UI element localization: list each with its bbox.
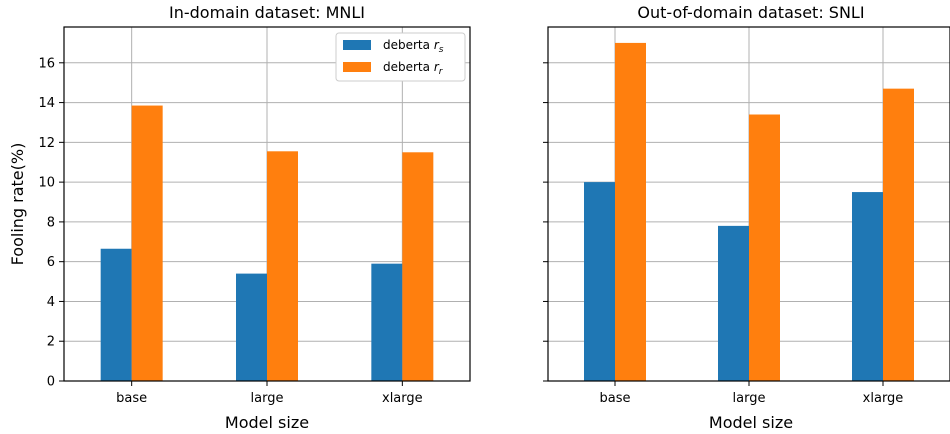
- x-tick-label: large: [733, 391, 766, 406]
- chart-panel-snli: Out-of-domain dataset: SNLI base large xla…: [543, 3, 950, 432]
- chart-panel-mnli: In-domain dataset: MNLI 0 2 4 6 8 10 12 14 16 bas…: [8, 3, 471, 432]
- legend-label-series-1: deberta rr: [383, 60, 444, 77]
- legend-swatch-series-1: [343, 62, 371, 72]
- bar-series-0: [100, 248, 132, 381]
- bar-series-1: [131, 105, 163, 381]
- legend: deberta rs deberta rr: [335, 32, 466, 82]
- bar-series-1: [883, 88, 914, 382]
- x-axis-label: Model size: [225, 413, 309, 432]
- bar-series-0: [852, 192, 883, 381]
- legend-swatch-series-0: [343, 40, 371, 50]
- chart-title: Out-of-domain dataset: SNLI: [637, 3, 864, 22]
- bar-series-1: [267, 151, 298, 381]
- legend-label-series-0: deberta rs: [383, 38, 444, 55]
- bar-series-0: [718, 225, 749, 381]
- bar-series-0: [371, 263, 403, 381]
- y-tick-label: 12: [38, 136, 55, 151]
- chart-title: In-domain dataset: MNLI: [169, 3, 365, 22]
- y-tick-label: 8: [47, 215, 55, 230]
- bar-series-1: [402, 152, 434, 381]
- y-tick-label: 14: [38, 96, 55, 111]
- y-tick-label: 2: [47, 335, 55, 350]
- bar-series-0: [236, 273, 267, 381]
- plot-frame: [547, 26, 950, 382]
- y-tick-label: 6: [47, 255, 55, 270]
- x-tick-label: base: [116, 391, 147, 406]
- bar-series-0: [584, 182, 615, 381]
- x-tick-label: xlarge: [863, 391, 904, 406]
- x-axis-label: Model size: [709, 413, 793, 432]
- y-tick-label: 4: [47, 295, 55, 310]
- bar-series-1: [749, 114, 780, 381]
- plot-frame: [63, 26, 471, 382]
- x-tick-label: xlarge: [382, 391, 423, 406]
- x-tick-label: large: [251, 391, 284, 406]
- y-tick-label: 16: [38, 56, 55, 71]
- y-axis-label: Fooling rate(%): [8, 143, 27, 266]
- bar-series-1: [615, 42, 646, 382]
- y-tick-label: 10: [38, 176, 55, 191]
- x-tick-label: base: [600, 391, 631, 406]
- y-tick-label: 0: [47, 375, 55, 390]
